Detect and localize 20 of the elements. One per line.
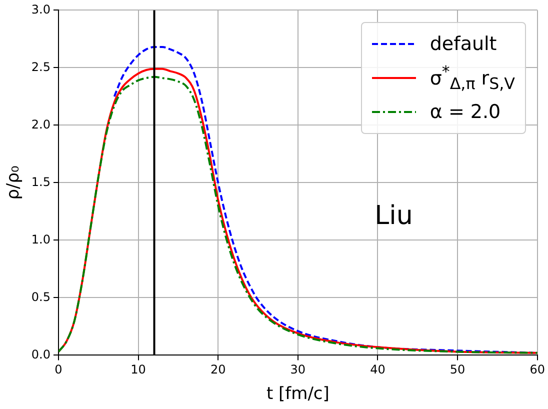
x-tick-label: 20	[210, 362, 226, 377]
legend-label: default	[430, 33, 497, 55]
annotation: Liu	[374, 200, 413, 231]
y-axis-title: ρ/ρ₀	[4, 165, 24, 200]
legend-label: σ$^{*}$$_{Δ,π}$ r$_{S,V}$	[430, 62, 515, 94]
x-tick-label: 60	[530, 362, 546, 377]
y-tick-label: 1.5	[31, 174, 50, 189]
y-tick-label: 0.0	[31, 347, 50, 362]
y-tick-label: 0.5	[31, 290, 50, 304]
x-tick-label: 50	[450, 362, 466, 377]
x-tick-label: 10	[130, 362, 146, 377]
x-tick-label: 0	[54, 362, 62, 377]
y-tick-label: 2.0	[31, 117, 50, 132]
legend-label: α = 2.0	[430, 101, 501, 123]
y-tick-label: 1.0	[31, 232, 50, 246]
x-tick-label: 30	[290, 362, 306, 377]
y-tick-label: 2.5	[31, 60, 50, 74]
x-tick-label: 40	[370, 362, 386, 377]
x-axis-title: t [fm/c]	[266, 384, 330, 404]
y-tick-label: 3.0	[31, 2, 50, 16]
